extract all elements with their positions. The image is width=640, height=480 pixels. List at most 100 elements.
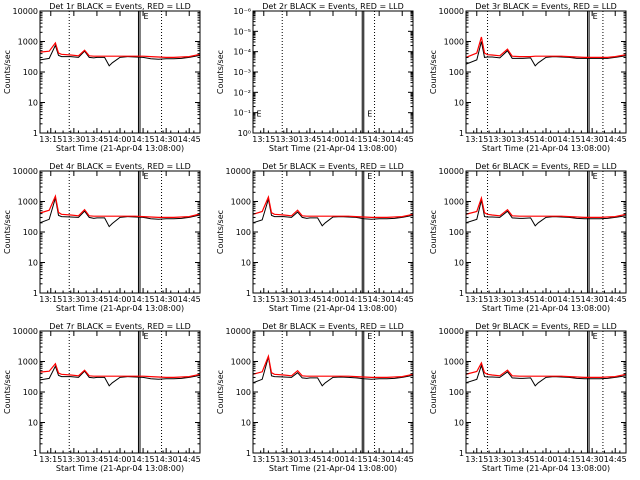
x-tick-label: 13:45: [85, 295, 108, 304]
series-line-black-events: [466, 363, 626, 387]
x-axis-label: Start Time (21-Apr-04 13:08:00): [56, 144, 184, 153]
y-tick-label: 10000: [13, 327, 38, 336]
series-line-black-events: [40, 364, 200, 387]
y-tick-label: 10000: [13, 167, 38, 176]
plot-frame: [39, 10, 201, 134]
x-tick-label: 13:30: [275, 135, 298, 144]
y-tick-label: 100: [23, 228, 38, 237]
x-tick-label: 14:00: [321, 135, 344, 144]
y-tick-label: 1000: [444, 38, 464, 47]
x-tick-label: 14:00: [108, 295, 131, 304]
series-line-black-events: [40, 197, 200, 228]
marker-label: E: [144, 172, 149, 181]
x-tick-label: 14:00: [108, 135, 131, 144]
y-tick-label: 1000: [18, 198, 38, 207]
x-tick-label: 13:15: [39, 295, 62, 304]
y-tick-label: 10: [241, 259, 251, 268]
x-axis-label: Start Time (21-Apr-04 13:08:00): [56, 464, 184, 473]
y-tick-label: 10: [454, 259, 464, 268]
y-tick-label: 1000: [231, 358, 251, 367]
x-axis-label: Start Time (21-Apr-04 13:08:00): [269, 304, 397, 313]
plot-frame: [252, 10, 414, 134]
series-line-red-lld: [40, 41, 200, 59]
x-tick-label: 14:30: [581, 455, 604, 464]
x-tick-label: 14:45: [178, 135, 201, 144]
y-tick-label: 10⁻⁶: [233, 7, 251, 16]
series-line-black-events: [466, 41, 626, 67]
x-tick-label: 14:45: [391, 295, 414, 304]
y-tick-label: 100: [236, 228, 251, 237]
y-tick-label: 10000: [13, 7, 38, 16]
panel-title: Det 3r BLACK = Events, RED = LLD: [475, 2, 617, 11]
y-axis-label: Counts/sec: [3, 370, 12, 414]
panel-title: Det 2r BLACK = Events, RED = LLD: [262, 2, 404, 11]
marker-label: E: [144, 12, 149, 21]
x-tick-label: 13:30: [275, 295, 298, 304]
series-line-red-lld: [253, 194, 413, 218]
y-tick-label: 1: [459, 449, 464, 458]
plot-frame: [39, 170, 201, 294]
x-tick-label: 14:15: [132, 455, 155, 464]
x-tick-label: 14:15: [558, 135, 581, 144]
x-tick-label: 13:45: [298, 295, 321, 304]
y-tick-label: 10⁻⁵: [233, 27, 251, 36]
y-tick-label: 10: [28, 99, 38, 108]
x-tick-label: 13:45: [298, 135, 321, 144]
marker-label: E: [367, 332, 372, 341]
panel-title: Det 5r BLACK = Events, RED = LLD: [262, 162, 404, 171]
x-tick-label: 14:45: [178, 295, 201, 304]
x-tick-label: 13:15: [252, 455, 275, 464]
y-tick-label: 10000: [439, 167, 464, 176]
x-tick-label: 13:45: [85, 135, 108, 144]
marker-label: E: [367, 172, 372, 181]
plot-frame: [252, 170, 414, 294]
series-line-black-events: [253, 198, 413, 227]
x-tick-label: 14:45: [604, 135, 627, 144]
plot-frame: [252, 330, 414, 454]
x-tick-label: 14:15: [132, 135, 155, 144]
y-tick-label: 10⁰: [238, 129, 251, 138]
panel-title: Det 7r BLACK = Events, RED = LLD: [49, 322, 191, 331]
y-tick-label: 10: [241, 419, 251, 428]
marker-label: E: [593, 332, 598, 341]
y-tick-label: 1: [459, 289, 464, 298]
series-line-red-lld: [466, 361, 626, 378]
x-tick-label: 14:30: [581, 135, 604, 144]
x-tick-label: 14:00: [321, 295, 344, 304]
x-axis-label: Start Time (21-Apr-04 13:08:00): [56, 304, 184, 313]
x-tick-label: 13:30: [275, 455, 298, 464]
x-tick-label: 13:15: [465, 295, 488, 304]
x-tick-label: 14:30: [368, 135, 391, 144]
x-axis-label: Start Time (21-Apr-04 13:08:00): [269, 144, 397, 153]
y-tick-label: 10⁻⁴: [233, 48, 251, 57]
detector-panel-2: Det 2r BLACK = Events, RED = LLD E E 10⁰ 10⁻…: [216, 2, 414, 153]
x-axis-label: Start Time (21-Apr-04 13:08:00): [482, 144, 610, 153]
series-line-black-events: [253, 356, 413, 387]
y-tick-label: 1: [246, 449, 251, 458]
plot-frame: [39, 330, 201, 454]
y-tick-label: 10: [454, 419, 464, 428]
x-tick-label: 14:45: [178, 455, 201, 464]
y-tick-label: 1000: [444, 198, 464, 207]
panel-title: Det 4r BLACK = Events, RED = LLD: [49, 162, 191, 171]
series-line-black-events: [40, 43, 200, 67]
x-tick-label: 14:30: [581, 295, 604, 304]
y-tick-label: 10⁻³: [233, 68, 251, 77]
series-line-red-lld: [253, 353, 413, 378]
x-tick-label: 14:15: [345, 455, 368, 464]
y-tick-label: 10000: [439, 327, 464, 336]
x-tick-label: 13:15: [39, 455, 62, 464]
y-tick-label: 1000: [231, 198, 251, 207]
y-tick-label: 10⁻¹: [233, 109, 251, 118]
x-tick-label: 14:15: [558, 295, 581, 304]
x-tick-label: 13:15: [252, 135, 275, 144]
y-axis-label: Counts/sec: [429, 210, 438, 254]
x-tick-label: 14:45: [391, 455, 414, 464]
plot-frame: [465, 170, 627, 294]
x-tick-label: 14:30: [368, 295, 391, 304]
